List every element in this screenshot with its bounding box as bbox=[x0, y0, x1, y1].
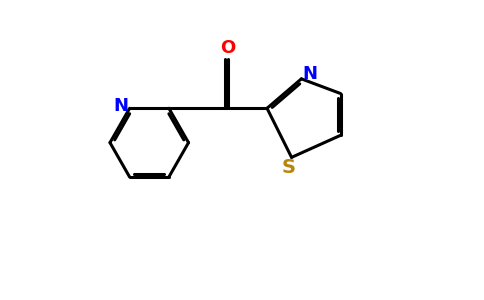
Text: N: N bbox=[302, 65, 318, 83]
Text: O: O bbox=[220, 39, 235, 57]
Text: S: S bbox=[282, 158, 296, 177]
Text: N: N bbox=[113, 97, 128, 115]
